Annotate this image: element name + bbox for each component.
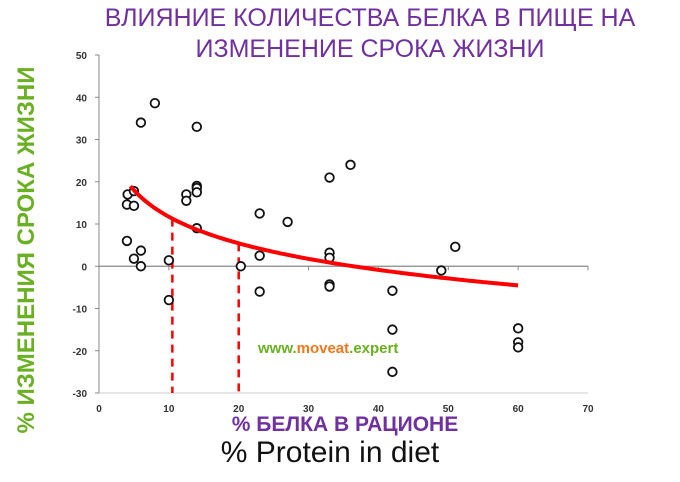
data-point	[163, 294, 175, 306]
data-point	[135, 245, 147, 256]
x-axis-label: % БЕЛКА В РАЦИОНЕ	[231, 413, 459, 436]
data-point	[121, 235, 133, 247]
data-point	[235, 261, 247, 272]
x-tick-label: 20	[233, 404, 245, 415]
x-tick-label: 30	[303, 404, 315, 415]
y-tick-label: -20	[73, 347, 88, 358]
data-point	[324, 172, 335, 183]
y-tick-label: 30	[76, 136, 88, 147]
x-axis-label-en: % Protein in diet	[220, 436, 440, 469]
x-tick-label: 10	[163, 404, 175, 415]
data-point	[135, 261, 147, 272]
y-tick-label: 40	[76, 93, 88, 104]
data-point	[436, 265, 447, 276]
watermark-brand: moveat	[296, 340, 350, 357]
data-point	[387, 366, 398, 378]
watermark: www.moveat.expert	[258, 340, 398, 357]
trend-line	[128, 184, 519, 288]
data-point	[387, 285, 398, 296]
data-point	[282, 216, 293, 228]
data-point	[512, 342, 524, 353]
data-point	[191, 121, 203, 133]
x-tick-label: 70	[582, 404, 594, 415]
data-point	[450, 241, 461, 253]
chart-title: ВЛИЯНИЕ КОЛИЧЕСТВА БЕЛКА В ПИЩЕ НА ИЗМЕН…	[60, 3, 680, 65]
data-point	[387, 324, 398, 335]
y-tick-label: -30	[73, 389, 88, 400]
data-point	[254, 286, 265, 297]
y-axis-label: % ИЗМЕНЕНИЯ СРОКА ЖИЗНИ	[13, 66, 40, 434]
data-point	[254, 208, 265, 219]
data-point	[181, 195, 192, 206]
y-tick-label: -10	[73, 305, 88, 316]
y-tick-label: 10	[76, 220, 88, 231]
data-point	[191, 187, 203, 198]
title-line-1: ВЛИЯНИЕ КОЛИЧЕСТВА БЕЛКА В ПИЩЕ НА	[104, 4, 636, 32]
data-point	[163, 255, 175, 266]
y-tick-label: 0	[81, 262, 87, 273]
watermark-prefix: www.	[258, 340, 297, 357]
watermark-suffix: .expert	[349, 340, 399, 357]
y-tick-label: 50	[76, 51, 88, 62]
x-tick-label: 50	[443, 404, 455, 415]
x-tick-label: 40	[373, 404, 385, 415]
data-point	[128, 253, 140, 264]
data-point	[512, 323, 524, 334]
title-line-2: ИЗМЕНЕНИЕ СРОКА ЖИЗНИ	[195, 35, 545, 63]
data-point	[149, 97, 161, 109]
data-point	[345, 159, 356, 171]
data-point	[128, 200, 140, 212]
data-point	[254, 250, 265, 261]
data-point	[324, 281, 335, 292]
x-tick-label: 60	[513, 404, 525, 415]
x-tick-label: 0	[96, 404, 102, 415]
y-tick-label: 20	[76, 178, 88, 189]
data-point	[135, 117, 147, 128]
